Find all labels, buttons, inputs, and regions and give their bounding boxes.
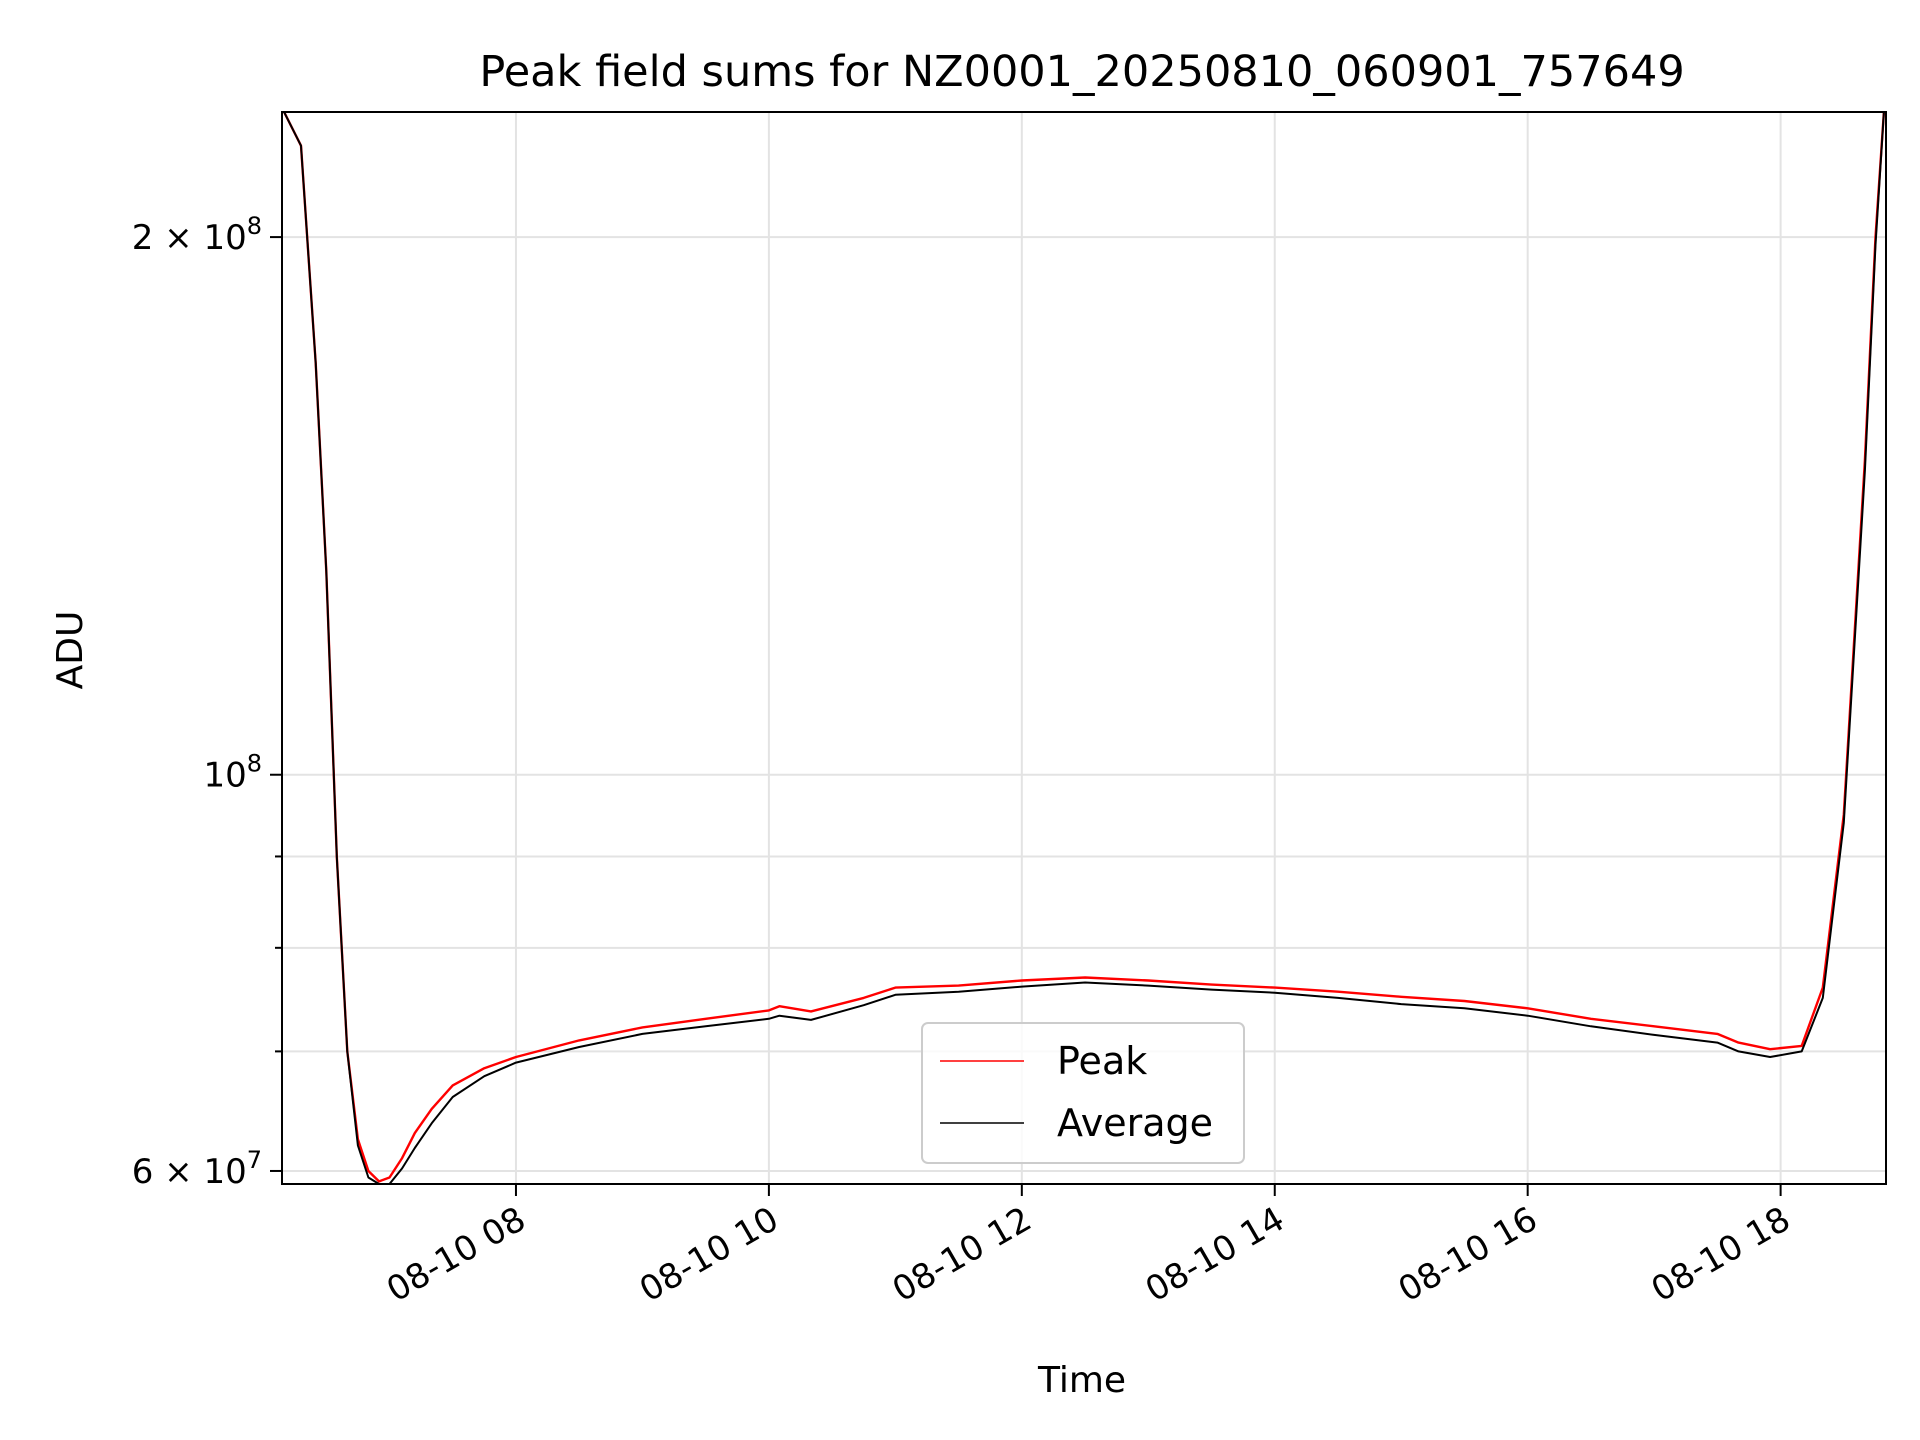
y-axis-label: ADU (50, 611, 91, 690)
y-tick-label: 2 × 108 (132, 212, 262, 258)
x-axis-label: Time (1037, 1360, 1126, 1401)
legend: Peak Average (921, 1022, 1245, 1164)
series-layer (283, 112, 1886, 1184)
y-axis-ticks: 6 × 107 108 2 × 108 (132, 212, 282, 1192)
y-tick-label: 108 (203, 750, 262, 796)
series-average-line (283, 112, 1885, 1184)
plot-frame (281, 111, 1887, 1185)
legend-box (921, 1022, 1245, 1164)
legend-peak-label: Peak (1057, 1039, 1147, 1083)
series-peak-line (283, 112, 1886, 1183)
legend-average-label: Average (1057, 1101, 1213, 1145)
grid (282, 112, 1886, 1184)
chart-title: Peak field sums for NZ0001_20250810_0609… (479, 47, 1684, 97)
y-tick-label: 6 × 107 (132, 1146, 262, 1192)
